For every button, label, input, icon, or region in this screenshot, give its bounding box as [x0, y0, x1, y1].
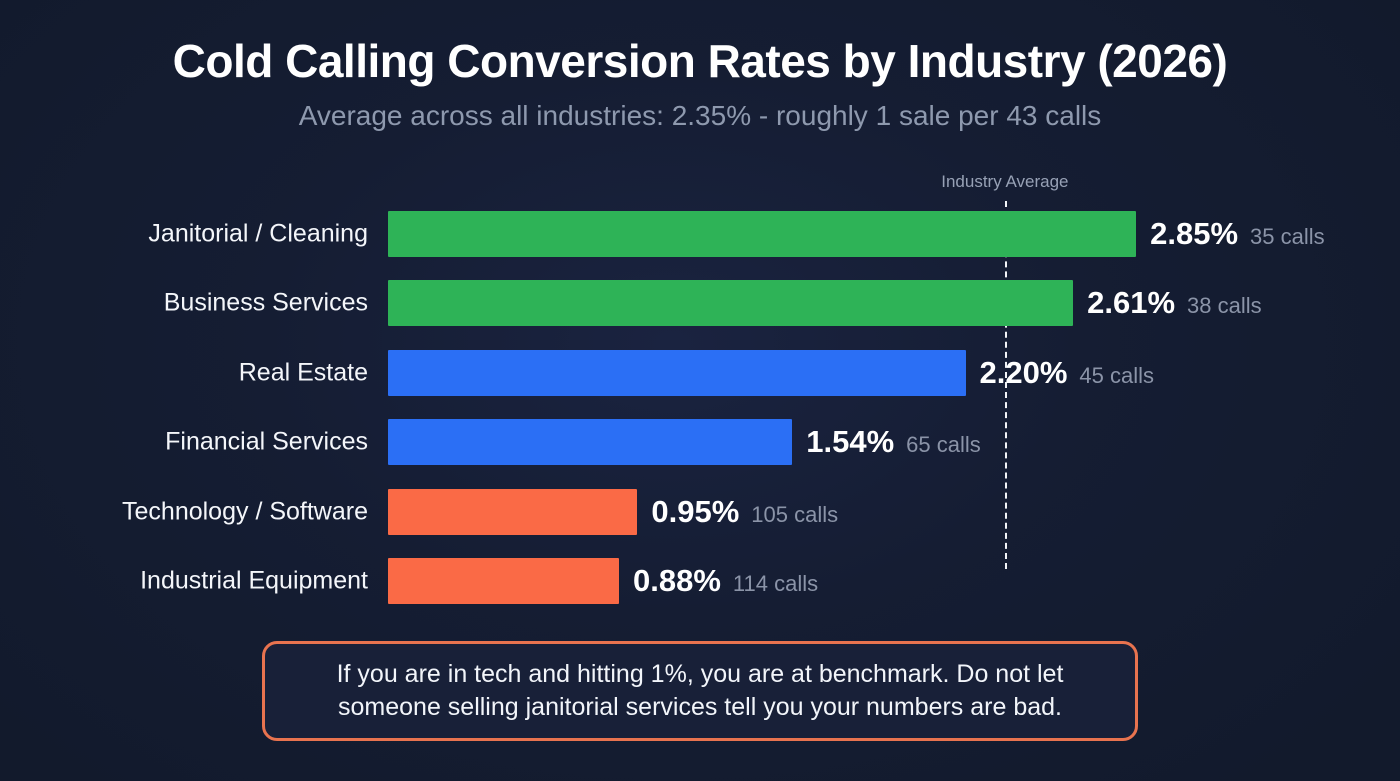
bar-business-services — [388, 280, 1074, 327]
category-label: Financial Services — [165, 427, 368, 456]
value-label: 2.20% — [979, 354, 1068, 390]
category-label: Industrial Equipment — [140, 566, 368, 595]
value-label: 2.61% — [1087, 285, 1176, 321]
calls-label: 114 calls — [732, 571, 819, 596]
category-label: Real Estate — [238, 358, 368, 387]
calls-label: 38 calls — [1187, 293, 1262, 319]
value-group: 2.20% 45 calls — [980, 355, 1155, 391]
annotation-text: If you are in tech and hitting 1%, you a… — [336, 659, 1064, 721]
calls-label: 65 calls — [906, 432, 981, 458]
page-title: Cold Calling Conversion Rates by Industr… — [172, 35, 1228, 87]
category-label: Janitorial / Cleaning — [148, 219, 368, 248]
chart-subtitle: Average across all industries: 2.35% - r… — [298, 99, 1102, 131]
value-label: 0.88% — [633, 563, 721, 598]
value-label: 0.95% — [651, 493, 740, 529]
bar-real-estate — [388, 349, 966, 396]
category-label: Technology / Software — [122, 497, 368, 526]
table-row: Real Estate 2.20% 45 calls — [0, 349, 1400, 396]
value-group: 2.85% 35 calls — [1150, 216, 1325, 252]
bar-financial-services — [388, 419, 793, 466]
table-row: Technology / Software 0.95% 105 calls — [0, 488, 1400, 535]
value-label: 2.85% — [1150, 216, 1239, 251]
chart-header: Cold Calling Conversion Rates by Industr… — [0, 0, 1400, 131]
industry-average-label: Industry Average — [941, 172, 1069, 191]
bar-janitorial-cleaning — [388, 211, 1137, 257]
table-row: Financial Services 1.54% 65 calls — [0, 419, 1400, 466]
value-group: 0.88% 114 calls — [633, 563, 818, 599]
value-label: 1.54% — [806, 424, 895, 460]
value-group: 2.61% 38 calls — [1087, 285, 1262, 321]
plot-area: Industry Average Janitorial / Cleaning 2… — [0, 165, 1400, 615]
bar-industrial-equipment — [388, 558, 619, 604]
calls-label: 105 calls — [751, 501, 839, 527]
bar-technology-software — [388, 488, 638, 535]
table-row: Janitorial / Cleaning 2.85% 35 calls — [0, 211, 1400, 257]
value-group: 0.95% 105 calls — [651, 494, 838, 530]
value-group: 1.54% 65 calls — [806, 424, 981, 460]
table-row: Industrial Equipment 0.88% 114 calls — [0, 558, 1400, 604]
calls-label: 45 calls — [1079, 362, 1154, 388]
annotation-box: If you are in tech and hitting 1%, you a… — [262, 641, 1138, 741]
table-row: Business Services 2.61% 38 calls — [0, 280, 1400, 327]
calls-label: 35 calls — [1250, 224, 1325, 249]
industry-average-line — [1004, 201, 1007, 569]
category-label: Business Services — [163, 288, 368, 317]
